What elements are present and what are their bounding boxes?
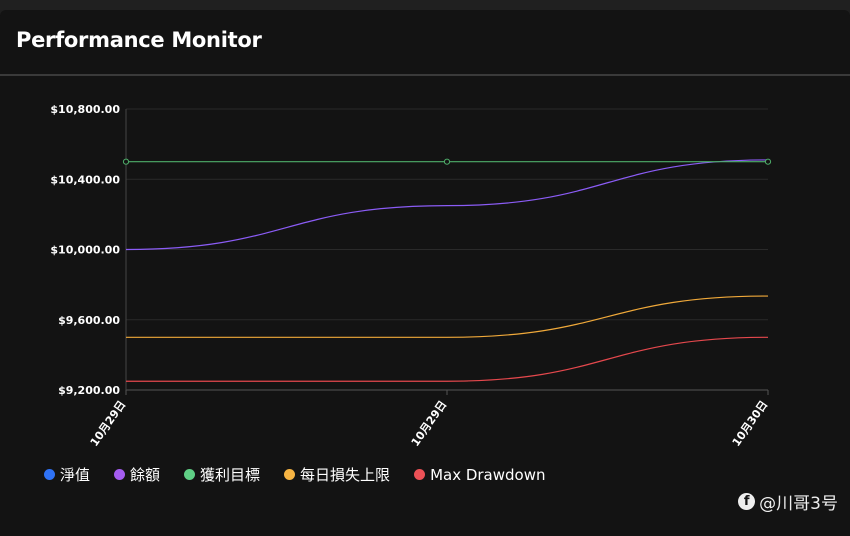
- legend-dot-icon: [414, 469, 426, 480]
- y-tick-label: $9,600.00: [58, 314, 120, 327]
- legend-label: Max Drawdown: [430, 465, 546, 484]
- legend-dot-icon: [284, 469, 296, 480]
- series-line: [125, 159, 769, 251]
- performance-card: Performance Monitor: [0, 10, 850, 536]
- legend-label: 淨值: [60, 466, 91, 484]
- data-point: [764, 158, 772, 165]
- credit: f @川哥3号: [738, 489, 838, 514]
- page-title: Performance Monitor: [16, 28, 262, 52]
- series-line: [125, 295, 769, 338]
- y-tick-label: $10,000.00: [50, 244, 120, 257]
- x-tick-label: 10月29日: [88, 398, 129, 449]
- top-bar: [0, 0, 850, 10]
- x-tick-label: 10月29日: [409, 398, 450, 449]
- chart-legend: 淨值 餘額 獲利目標 每日損失上限 Max Drawdown: [44, 464, 546, 485]
- legend-dot-icon: [44, 469, 55, 480]
- x-tick-label: 10月30日: [730, 398, 771, 449]
- legend-item[interactable]: 獲利目標: [184, 464, 260, 485]
- facebook-icon: f: [738, 493, 756, 510]
- series-line: [126, 336, 769, 382]
- legend-item[interactable]: 淨值: [44, 464, 90, 485]
- data-point: [443, 158, 451, 165]
- data-point: [122, 158, 130, 165]
- legend-item[interactable]: 每日損失上限: [284, 464, 390, 485]
- header-divider: [0, 74, 850, 76]
- legend-item[interactable]: 餘額: [114, 464, 160, 485]
- legend-label: 餘額: [130, 466, 161, 484]
- legend-label: 每日損失上限: [300, 466, 391, 484]
- y-tick-label: $9,200.00: [58, 384, 120, 397]
- legend-dot-icon: [184, 469, 196, 480]
- y-tick-label: $10,400.00: [50, 173, 120, 186]
- legend-item[interactable]: Max Drawdown: [414, 464, 546, 485]
- legend-dot-icon: [114, 469, 126, 480]
- y-tick-label: $10,800.00: [50, 103, 120, 116]
- credit-text: @川哥3号: [759, 494, 838, 514]
- legend-label: 獲利目標: [200, 466, 261, 484]
